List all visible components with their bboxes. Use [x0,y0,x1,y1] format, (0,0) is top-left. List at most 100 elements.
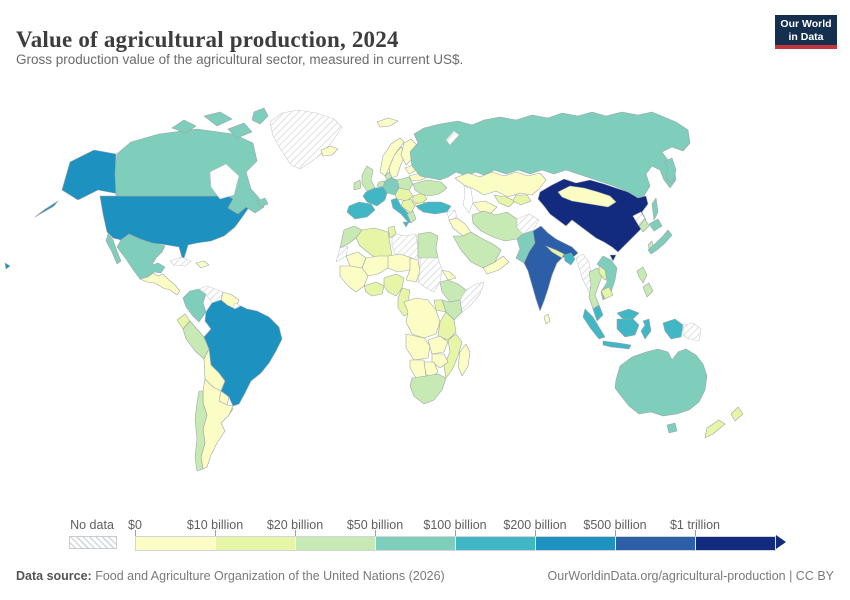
country-madagascar[interactable] [457,343,471,377]
country-indonesia[interactable] [582,308,684,350]
country-vietnam[interactable] [596,255,618,301]
legend-tick [535,530,536,536]
country-greece[interactable] [406,210,417,224]
country-sri-lanka[interactable] [543,313,551,325]
country-angola[interactable] [405,333,431,361]
legend-tick-label: $500 billion [583,518,647,532]
data-source: Data source: Food and Agriculture Organi… [16,569,445,583]
footer-link[interactable]: OurWorldinData.org/agricultural-producti… [547,569,834,583]
no-data-label: No data [70,518,114,532]
country-afghanistan[interactable] [516,213,540,235]
legend-tick-label: $100 billion [423,518,487,532]
region-sudan[interactable] [417,257,443,293]
legend-bin-3[interactable] [376,537,456,550]
page-title: Value of agricultural production, 2024 [16,27,399,53]
caspian-sea [462,185,474,214]
region-iberia[interactable] [346,201,376,220]
country-niger[interactable] [387,253,413,273]
country-mozambique[interactable] [443,333,463,379]
country-ukraine[interactable] [412,179,448,197]
data-source-label: Data source: [16,569,92,583]
owid-logo[interactable]: Our World in Data [775,15,837,49]
country-malaysia[interactable] [592,304,640,322]
no-data-swatch[interactable] [69,536,117,549]
country-iraq[interactable] [448,217,472,237]
country-saudi-arabia[interactable] [452,231,502,269]
country-kazakhstan[interactable] [454,171,547,198]
country-india[interactable] [523,225,579,312]
region-horn-coast[interactable] [441,269,457,281]
country-papua-new-guinea[interactable] [682,322,702,342]
country-zimbabwe[interactable] [431,353,449,369]
region-central-america[interactable] [139,272,181,296]
country-cuba[interactable] [169,256,192,267]
region-yemen-oman[interactable] [482,255,510,275]
legend-tick-label: $1 trillion [669,518,721,532]
legend-bin-7[interactable] [696,537,776,550]
legend-bin-2[interactable] [296,537,376,550]
country-norway[interactable] [376,117,405,177]
region-novaya-zemlya[interactable] [445,130,460,146]
owid-logo-line1: Our World [780,18,832,30]
country-australia[interactable] [614,348,708,434]
legend-bin-0[interactable] [136,537,216,550]
legend-tick [455,530,456,536]
legend-tick-label: $200 billion [503,518,567,532]
legend-tick-label: $50 billion [346,518,404,532]
country-cambodia[interactable] [600,286,614,300]
legend-bin-1[interactable] [216,537,296,550]
region-ghana-cote[interactable] [363,281,385,297]
country-new-zealand[interactable] [704,406,744,439]
country-south-korea[interactable] [638,218,650,233]
country-iceland[interactable] [320,145,339,157]
country-uzbekistan[interactable] [493,194,516,208]
country-nepal[interactable] [545,245,565,259]
legend-bin-6[interactable] [616,537,696,550]
legend-arrow [776,535,786,549]
chart-subtitle: Gross production value of the agricultur… [16,52,464,67]
country-colombia[interactable] [182,288,207,323]
country-algeria[interactable] [355,227,393,263]
hudson-bay [209,163,240,200]
owid-logo-line2: in Data [788,31,824,44]
country-zambia[interactable] [427,335,449,355]
country-chile[interactable] [194,390,208,472]
legend-bin-4[interactable] [456,537,536,550]
country-russia[interactable] [409,111,691,221]
country-turkey[interactable] [415,201,452,215]
country-nigeria[interactable] [383,273,405,297]
country-bangladesh[interactable] [563,252,576,266]
region-kyrgyzstan-tajikistan[interactable] [512,194,532,206]
country-chad[interactable] [405,257,421,283]
legend-tick-label: $10 billion [186,518,244,532]
legend-bin-5[interactable] [536,537,616,550]
country-mongolia[interactable] [557,185,617,208]
country-philippines[interactable] [636,266,654,298]
country-mexico[interactable] [105,233,166,280]
country-ireland[interactable] [353,179,362,191]
country-namibia[interactable] [409,359,427,379]
country-japan[interactable] [647,218,673,255]
country-iran[interactable] [471,210,524,242]
country-egypt[interactable] [417,231,439,259]
country-turkmenistan[interactable] [472,200,498,214]
footer: Data source: Food and Agriculture Organi… [16,569,834,583]
region-hispaniola[interactable] [195,260,210,269]
legend-color-bar [135,536,776,551]
legend-tick [295,530,296,536]
country-greenland[interactable] [269,109,343,170]
legend-tick-label: $0 [128,518,142,532]
region-western-sahara[interactable] [335,245,349,263]
country-somalia[interactable] [459,281,485,313]
legend-tick [135,530,136,536]
country-usa[interactable] [4,149,251,270]
country-france[interactable] [362,186,388,207]
country-mali[interactable] [361,255,391,277]
country-south-africa[interactable] [409,373,447,405]
legend-tick [615,530,616,536]
country-drc[interactable] [403,297,441,339]
country-denmark[interactable] [384,171,393,181]
country-uk[interactable] [361,165,376,192]
